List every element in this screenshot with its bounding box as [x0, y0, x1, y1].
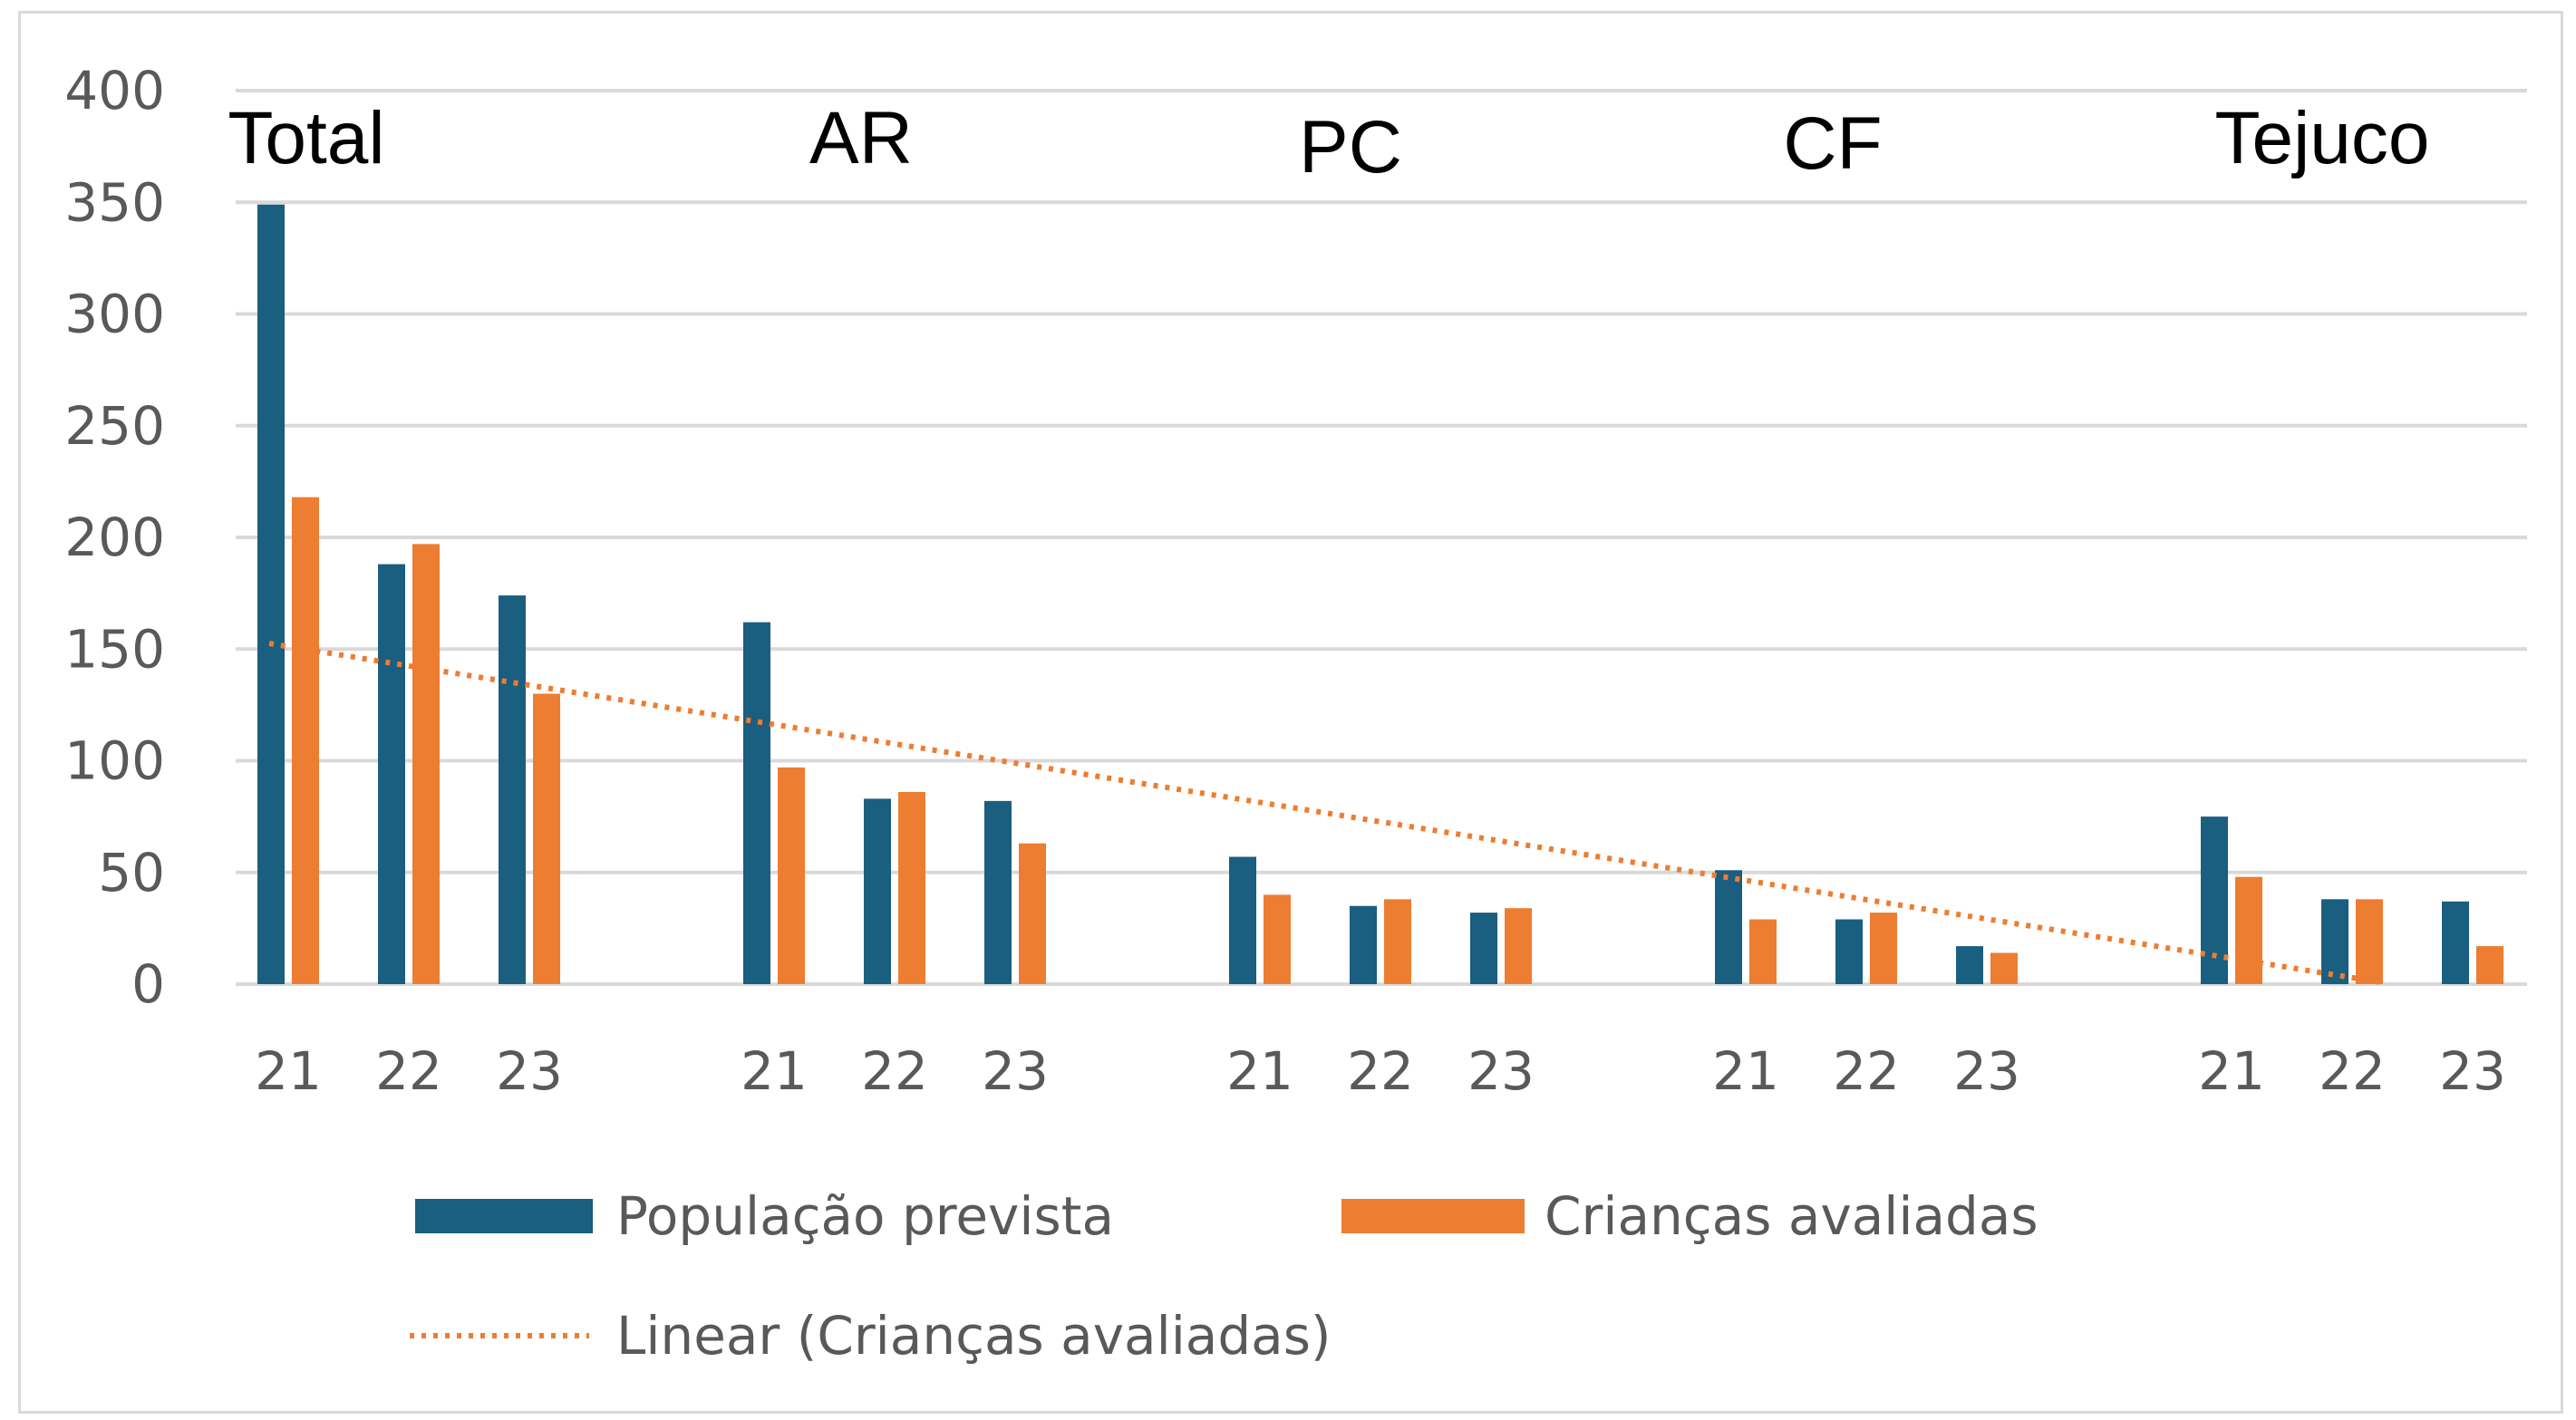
x-tick-label: 21 — [1226, 1040, 1293, 1102]
x-tick-label: 21 — [2198, 1040, 2265, 1102]
bar-criancas-avaliadas — [1264, 894, 1291, 984]
bar-criancas-avaliadas — [412, 544, 440, 984]
x-tick-label: 22 — [1833, 1040, 1900, 1102]
bar-populacao-prevista — [257, 204, 285, 985]
x-tick-label: 23 — [1953, 1040, 2020, 1102]
bar-populacao-prevista — [1350, 905, 1377, 984]
bar-populacao-prevista — [378, 564, 405, 984]
bar-populacao-prevista — [499, 595, 526, 984]
bar-populacao-prevista — [864, 798, 891, 984]
y-tick-label: 250 — [64, 395, 165, 457]
legend-label-trendline: Linear (Crianças avaliadas) — [616, 1305, 1332, 1367]
x-tick-label: 23 — [982, 1040, 1049, 1102]
y-tick-label: 100 — [64, 730, 165, 792]
y-tick-label: 0 — [131, 953, 165, 1015]
y-tick-label: 150 — [64, 618, 165, 680]
group-label-cf: CF — [1783, 102, 1882, 185]
group-labels: Total AR PC CF Tejuco — [228, 97, 2429, 188]
trendline-line — [268, 641, 2387, 986]
bar-populacao-prevista — [1956, 946, 1983, 984]
bar-criancas-avaliadas — [1749, 919, 1777, 984]
bar-populacao-prevista — [743, 622, 770, 984]
group-label-pc: PC — [1299, 106, 1402, 188]
x-tick-label: 21 — [741, 1040, 808, 1102]
chart-frame — [18, 11, 2563, 1414]
y-tick-label: 300 — [64, 284, 165, 345]
group-label-total: Total — [228, 97, 384, 179]
legend-swatch-criancas-avaliadas — [1341, 1199, 1525, 1233]
x-tick-label: 22 — [375, 1040, 442, 1102]
bar-criancas-avaliadas — [533, 693, 560, 984]
bar-populacao-prevista — [2442, 901, 2469, 984]
bar-criancas-avaliadas — [2235, 876, 2262, 984]
group-label-ar: AR — [809, 97, 913, 179]
x-tick-label: 21 — [255, 1040, 322, 1102]
bar-criancas-avaliadas — [1870, 913, 1897, 984]
bar-populacao-prevista — [1470, 913, 1497, 984]
x-tick-label: 23 — [1467, 1040, 1535, 1102]
y-tick-label: 200 — [64, 507, 165, 568]
legend: População prevista Crianças avaliadas Line… — [410, 1185, 2039, 1367]
x-tick-label: 22 — [1347, 1040, 1414, 1102]
bar-populacao-prevista — [1229, 856, 1256, 984]
bar-criancas-avaliadas — [1019, 843, 1046, 984]
bar-criancas-avaliadas — [778, 767, 805, 984]
bar-criancas-avaliadas — [1384, 899, 1411, 984]
y-tick-label: 350 — [64, 171, 165, 233]
gridlines — [236, 89, 2527, 986]
bar-populacao-prevista — [984, 800, 1012, 984]
x-tick-label: 22 — [861, 1040, 928, 1102]
y-tick-label: 50 — [98, 842, 165, 903]
trendline — [268, 641, 2387, 986]
bar-criancas-avaliadas — [2476, 946, 2503, 984]
bar-criancas-avaliadas — [2356, 899, 2383, 984]
bar-criancas-avaliadas — [292, 497, 319, 984]
x-tick-label: 23 — [496, 1040, 563, 1102]
x-tick-label: 23 — [2439, 1040, 2506, 1102]
x-tick-label: 21 — [1712, 1040, 1779, 1102]
legend-label-populacao-prevista: População prevista — [616, 1185, 1114, 1247]
bar-populacao-prevista — [2321, 899, 2348, 984]
y-tick-label: 400 — [64, 60, 165, 121]
legend-label-criancas-avaliadas: Crianças avaliadas — [1545, 1185, 2039, 1247]
group-label-tejuco: Tejuco — [2214, 97, 2429, 179]
x-axis-tick-labels: 21 22 23 21 22 23 21 22 23 21 22 23 21 22 23 — [255, 1040, 2506, 1102]
bar-populacao-prevista — [1835, 919, 1863, 984]
bar-populacao-prevista — [1715, 870, 1742, 984]
bar-criancas-avaliadas — [898, 792, 925, 984]
legend-swatch-populacao-prevista — [415, 1199, 593, 1233]
y-axis-tick-labels: 0 50 100 150 200 250 300 350 400 — [64, 60, 165, 1015]
bar-criancas-avaliadas — [1990, 952, 2018, 984]
bar-criancas-avaliadas — [1505, 908, 1532, 984]
x-tick-label: 22 — [2319, 1040, 2386, 1102]
bars — [257, 204, 2503, 985]
